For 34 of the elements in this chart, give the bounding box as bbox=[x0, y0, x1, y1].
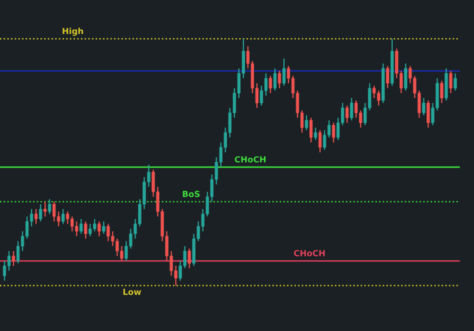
candlestick bbox=[304, 114, 308, 131]
candlestick bbox=[346, 104, 349, 124]
candlestick bbox=[404, 62, 408, 92]
candlestick bbox=[449, 70, 452, 94]
candlestick bbox=[102, 220, 106, 234]
candlestick bbox=[350, 97, 354, 121]
candlestick bbox=[44, 201, 47, 218]
candlestick bbox=[39, 204, 42, 222]
candlestick bbox=[80, 218, 83, 234]
candlestick bbox=[318, 130, 322, 153]
candlestick bbox=[440, 80, 444, 104]
candlestick bbox=[188, 248, 191, 269]
candlestick bbox=[454, 72, 457, 92]
candlestick bbox=[314, 127, 318, 141]
ref-line-label: CHoCH bbox=[234, 156, 266, 163]
candlestick bbox=[332, 122, 336, 144]
candlestick bbox=[386, 65, 390, 89]
candlestick bbox=[426, 100, 430, 128]
candlestick bbox=[282, 58, 286, 86]
candlestick bbox=[84, 220, 88, 240]
candlestick bbox=[34, 208, 38, 224]
ref-line-label: Low bbox=[123, 288, 142, 295]
ref-line-label: BoS bbox=[182, 190, 200, 198]
candlestick bbox=[62, 208, 65, 224]
candlestick bbox=[268, 75, 272, 94]
ref-line-label: CHoCH bbox=[294, 250, 325, 256]
candlestick bbox=[422, 97, 426, 116]
candlestick bbox=[309, 117, 313, 144]
ref-line-label: High bbox=[62, 28, 84, 36]
candlestick bbox=[273, 68, 277, 92]
candlestick bbox=[98, 220, 101, 237]
candlestick bbox=[12, 250, 16, 266]
candlestick bbox=[48, 198, 52, 215]
candlestick bbox=[278, 70, 282, 89]
